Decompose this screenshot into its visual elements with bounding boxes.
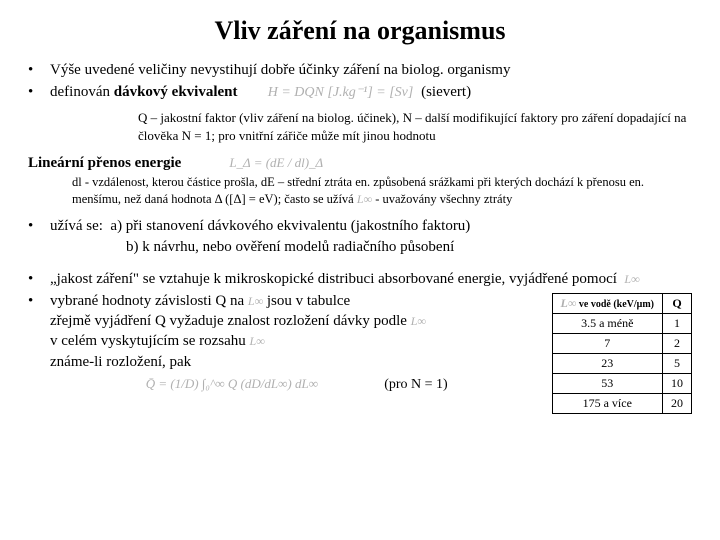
table-header-row: L∞ ve vodě (keV/μm) Q (552, 293, 692, 313)
text-pre: definován (50, 84, 114, 100)
smallnote-post: - uvažovány všechny ztráty (372, 192, 512, 206)
bullet-item: • užívá se: a) při stanovení dávkového e… (28, 216, 692, 259)
bullet-text: vybrané hodnoty závislosti Q na L∞ jsou … (50, 291, 544, 395)
smallnote-dl: dl - vzdálenost, kterou částice prošla, … (72, 174, 692, 208)
cell-l: 3.5 a méně (552, 313, 663, 333)
table-header-l: L∞ ve vodě (keV/μm) (552, 293, 663, 313)
section-linear: Lineární přenos energie L_Δ = (dE / dl)_… (28, 154, 692, 172)
table-row: 235 (552, 353, 692, 373)
bullet-text: „jakost záření" se vztahuje k mikroskopi… (50, 269, 692, 289)
cell-q: 2 (663, 333, 692, 353)
linf-symbol: L∞ (411, 314, 426, 328)
table-row: 3.5 a méně1 (552, 313, 692, 333)
text-post: (sievert) (421, 84, 471, 100)
formula-hdqn: H = DQN [J.kg⁻¹] = [Sv] (264, 85, 418, 100)
page-title: Vliv záření na organismus (28, 16, 692, 46)
linf-symbol: L∞ (561, 296, 577, 310)
bullet-text: Výše uvedené veličiny nevystihují dobře … (50, 60, 692, 80)
table-row: 175 a více20 (552, 393, 692, 413)
uses-b: b) k návrhu, nebo ověření modelů radiačn… (126, 236, 692, 259)
text-line: v celém vyskytujícím se rozsahu (50, 333, 250, 349)
linf-symbol: L∞ (624, 272, 639, 286)
bullet-item: • Výše uvedené veličiny nevystihují dobř… (28, 60, 692, 80)
table-row: 5310 (552, 373, 692, 393)
linf-symbol: L∞ (357, 192, 372, 206)
formula-ldelta: L_Δ = (dE / dl)_Δ (229, 155, 323, 170)
cell-l: 7 (552, 333, 663, 353)
formula-integral: Q̄ = (1/D) ∫₀^∞ Q (dD/dL∞) dL∞ (146, 376, 318, 391)
bullet-item: • vybrané hodnoty závislosti Q na L∞ jso… (28, 291, 544, 395)
linf-symbol: L∞ (248, 294, 263, 308)
bullet-dot: • (28, 269, 50, 289)
bullet-text: definován dávkový ekvivalent H = DQN [J.… (50, 82, 692, 103)
q-table: L∞ ve vodě (keV/μm) Q 3.5 a méně1 72 235… (552, 293, 693, 414)
table-header-q: Q (663, 293, 692, 313)
cell-l: 175 a více (552, 393, 663, 413)
header-unit: ve vodě (keV/μm) (576, 299, 654, 310)
linf-symbol: L∞ (250, 334, 265, 348)
bullet-dot: • (28, 216, 50, 259)
cell-l: 53 (552, 373, 663, 393)
uses-lead: užívá se: (50, 218, 103, 234)
cell-q: 20 (663, 393, 692, 413)
text-bold: dávkový ekvivalent (114, 84, 238, 100)
text-pre: vybrané hodnoty závislosti Q na (50, 293, 248, 309)
section-head: Lineární přenos energie (28, 155, 181, 171)
bullet-dot: • (28, 291, 50, 395)
cell-q: 10 (663, 373, 692, 393)
bullet-dot: • (28, 82, 50, 103)
bullet-item: • definován dávkový ekvivalent H = DQN [… (28, 82, 692, 103)
text-pre: „jakost záření" se vztahuje k mikroskopi… (50, 271, 621, 287)
bullet-dot: • (28, 60, 50, 80)
uses-a: a) při stanovení dávkového ekvivalentu (… (110, 218, 470, 234)
cell-q: 5 (663, 353, 692, 373)
subnote-qn: Q – jakostní faktor (vliv záření na biol… (138, 109, 692, 144)
bullet-text: užívá se: a) při stanovení dávkového ekv… (50, 216, 692, 259)
text-post: jsou v tabulce (263, 293, 350, 309)
cell-q: 1 (663, 313, 692, 333)
table-row: 72 (552, 333, 692, 353)
pro-n-note: (pro N = 1) (384, 377, 448, 392)
text-line: známe-li rozložení, pak (50, 354, 191, 370)
text-line: zřejmě vyjádření Q vyžaduje znalost rozl… (50, 313, 411, 329)
bullet-item: • „jakost záření" se vztahuje k mikrosko… (28, 269, 692, 289)
cell-l: 23 (552, 353, 663, 373)
